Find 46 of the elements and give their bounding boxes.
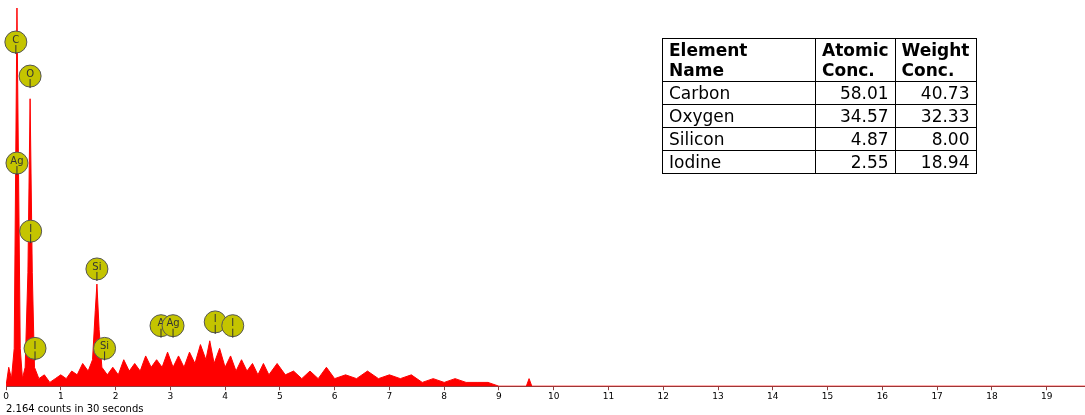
x-tick-label: 15 bbox=[821, 390, 834, 401]
x-tick-label: 10 bbox=[547, 390, 560, 401]
x-tick-label: 1 bbox=[57, 390, 64, 401]
annotation: Si bbox=[92, 260, 102, 272]
data-label: 40.73 bbox=[895, 81, 976, 105]
data-label: 4.87 bbox=[815, 127, 896, 151]
x-tick-label: 12 bbox=[657, 390, 669, 401]
x-tick-label: 6 bbox=[331, 390, 338, 401]
data-label: 32.33 bbox=[895, 104, 976, 128]
annotation: I bbox=[29, 222, 33, 234]
annotation: Ag bbox=[166, 317, 180, 329]
x-tick-label: 18 bbox=[986, 390, 998, 401]
x-tick-label: 8 bbox=[441, 390, 448, 401]
annotation: C bbox=[12, 33, 20, 45]
y-tick-label: Silicon bbox=[662, 127, 816, 151]
data-label: 8.00 bbox=[895, 127, 976, 151]
annotation: Ag bbox=[10, 154, 24, 166]
x-tick-label: 4 bbox=[222, 390, 229, 401]
data-label: 18.94 bbox=[895, 150, 976, 174]
annotation: I bbox=[213, 313, 217, 325]
y-tick-label: Oxygen bbox=[662, 104, 816, 128]
x-tick-label: 16 bbox=[876, 390, 889, 401]
annotation: Si bbox=[100, 339, 110, 351]
x-tick-label: 17 bbox=[931, 390, 943, 401]
x-tick-label: 3 bbox=[167, 390, 174, 401]
x-tick-label: 0 bbox=[3, 390, 10, 401]
x-tick-label: 11 bbox=[602, 390, 615, 401]
y-tick-label: Carbon bbox=[662, 81, 816, 105]
data-label: 34.57 bbox=[815, 104, 896, 128]
x-tick-label: 5 bbox=[276, 390, 283, 401]
y-tick-label: Iodine bbox=[662, 150, 816, 174]
annotation: O bbox=[26, 67, 35, 79]
annotation: I bbox=[231, 317, 235, 329]
x-tick-label: 14 bbox=[767, 390, 779, 401]
x-tick-label: 13 bbox=[712, 390, 724, 401]
data-label: 58.01 bbox=[815, 81, 896, 105]
x-tick-label: 7 bbox=[386, 390, 393, 401]
annotation: I bbox=[33, 339, 37, 351]
y-axis-title: Element Name bbox=[662, 38, 816, 82]
x-tick-label: 9 bbox=[496, 390, 503, 401]
x-tick-label: 2 bbox=[112, 390, 119, 401]
x-tick-label: Atomic Conc. bbox=[815, 38, 896, 82]
data-label: 2.55 bbox=[815, 150, 896, 174]
text: 2.164 counts in 30 seconds bbox=[6, 402, 144, 414]
x-tick-label: Weight Conc. bbox=[895, 38, 976, 82]
x-tick-label: 19 bbox=[1040, 390, 1053, 401]
